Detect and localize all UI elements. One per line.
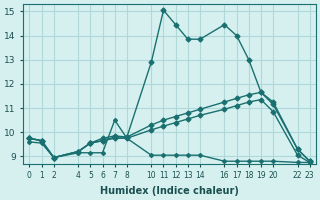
X-axis label: Humidex (Indice chaleur): Humidex (Indice chaleur) — [100, 186, 239, 196]
